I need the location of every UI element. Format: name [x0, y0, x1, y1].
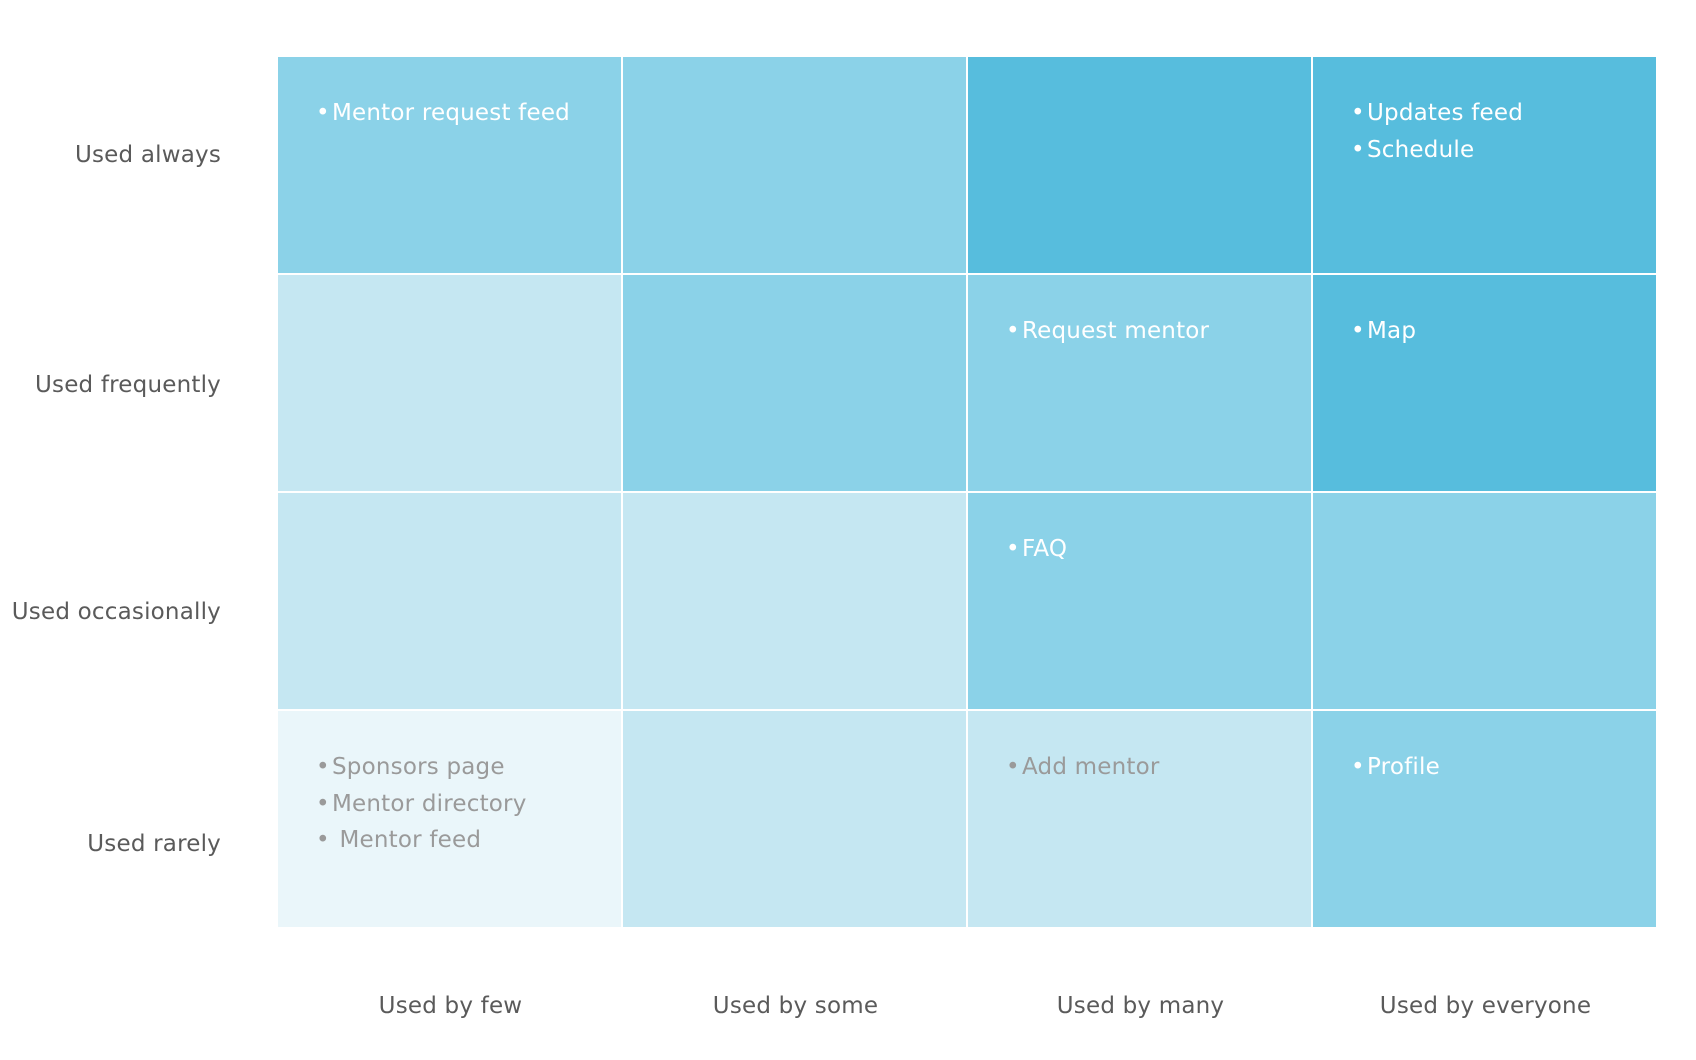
col-label-many: Used by many — [1056, 993, 1225, 1019]
matrix-cell: •Request mentor — [968, 275, 1311, 491]
feature-label: Mentor feed — [332, 827, 482, 853]
feature-label: Add mentor — [1022, 754, 1160, 780]
feature-label: Updates feed — [1367, 100, 1523, 126]
feature-label: Mentor request feed — [332, 100, 570, 126]
col-label-some: Used by some — [712, 993, 879, 1019]
matrix-cell — [623, 493, 966, 709]
matrix-cell: •Updates feed •Schedule — [1313, 57, 1656, 273]
matrix-cell — [1313, 493, 1656, 709]
feature-label: Mentor directory — [332, 790, 527, 817]
bullet-icon: • — [316, 754, 330, 780]
feature-item: •Updates feed — [1351, 95, 1523, 132]
feature-item: •Schedule — [1351, 132, 1523, 169]
bullet-icon: • — [316, 827, 330, 853]
row-label-occasionally: Used occasionally — [11, 599, 221, 625]
feature-item: •Request mentor — [1006, 313, 1209, 350]
matrix-cell: •Profile — [1313, 711, 1656, 927]
matrix-cell — [623, 711, 966, 927]
feature-item: • Mentor feed — [316, 822, 527, 859]
feature-item: •Mentor directory — [316, 786, 527, 823]
feature-item: •Profile — [1351, 749, 1440, 786]
feature-item: •Add mentor — [1006, 749, 1160, 786]
feature-item: •Map — [1351, 313, 1416, 350]
feature-list: •Request mentor — [1006, 313, 1209, 350]
row-label-always: Used always — [74, 142, 221, 168]
row-label-rarely: Used rarely — [87, 831, 221, 857]
matrix-cell — [968, 57, 1311, 273]
bullet-icon: • — [316, 100, 330, 126]
feature-item: •Sponsors page — [316, 749, 527, 786]
feature-label: Profile — [1367, 754, 1440, 780]
feature-list: •Sponsors page •Mentor directory • Mentor … — [316, 749, 527, 859]
matrix-cell — [623, 275, 966, 491]
bullet-icon: • — [316, 790, 330, 817]
feature-label: Sponsors page — [332, 754, 505, 780]
matrix-cell: •FAQ — [968, 493, 1311, 709]
matrix-cell — [623, 57, 966, 273]
feature-label: FAQ — [1022, 536, 1068, 562]
bullet-icon: • — [1006, 754, 1020, 780]
bullet-icon: • — [1351, 754, 1365, 780]
bullet-icon: • — [1351, 100, 1365, 126]
col-label-few: Used by few — [378, 993, 523, 1019]
feature-list: •Map — [1351, 313, 1416, 350]
matrix-cell: •Map — [1313, 275, 1656, 491]
bullet-icon: • — [1351, 136, 1365, 163]
feature-list: •Updates feed •Schedule — [1351, 95, 1523, 168]
feature-label: Schedule — [1367, 136, 1475, 163]
feature-item: •Mentor request feed — [316, 95, 570, 132]
feature-list: •FAQ — [1006, 531, 1067, 568]
matrix-cell: •Add mentor — [968, 711, 1311, 927]
usage-matrix: •Mentor request feed •Updates feed •Schedu… — [278, 57, 1658, 929]
feature-list: •Add mentor — [1006, 749, 1160, 786]
feature-list: •Profile — [1351, 749, 1440, 786]
matrix-cell — [278, 493, 621, 709]
row-label-frequently: Used frequently — [34, 372, 221, 398]
matrix-cell: •Sponsors page •Mentor directory • Mentor … — [278, 711, 621, 927]
bullet-icon: • — [1006, 318, 1020, 344]
feature-list: •Mentor request feed — [316, 95, 570, 132]
feature-label: Request mentor — [1022, 318, 1210, 344]
col-label-everyone: Used by everyone — [1379, 993, 1592, 1019]
feature-label: Map — [1367, 318, 1417, 344]
bullet-icon: • — [1006, 536, 1020, 562]
matrix-cell — [278, 275, 621, 491]
matrix-cell: •Mentor request feed — [278, 57, 621, 273]
bullet-icon: • — [1351, 318, 1365, 344]
feature-item: •FAQ — [1006, 531, 1067, 568]
